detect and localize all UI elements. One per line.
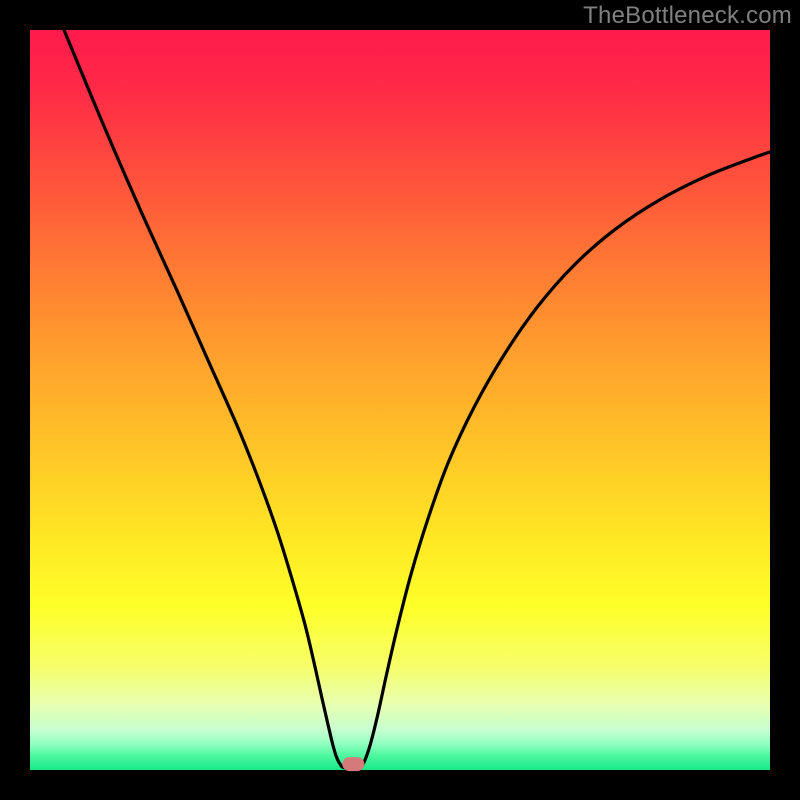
optimal-point-marker [342,757,364,771]
watermark-text: TheBottleneck.com [583,2,792,30]
chart-gradient-background [30,30,770,770]
bottleneck-curve-chart [0,0,800,800]
